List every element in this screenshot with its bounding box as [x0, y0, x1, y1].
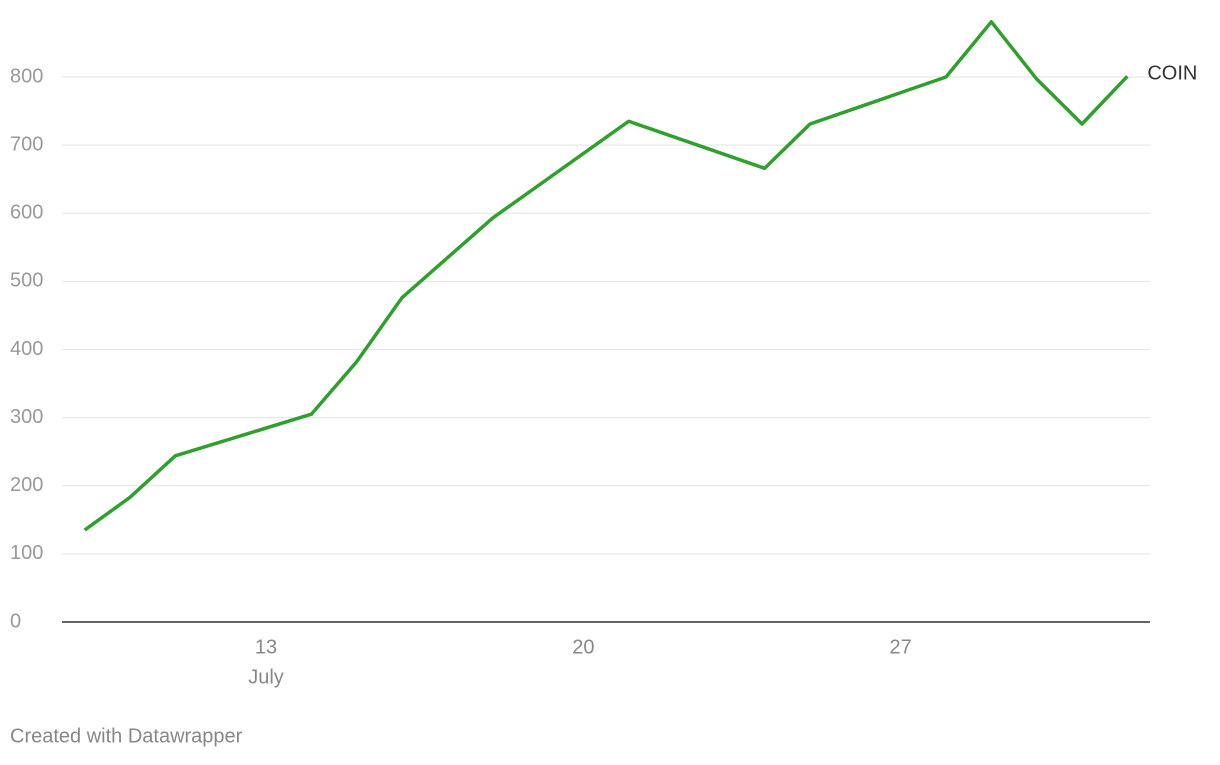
x-annotation: July: [248, 666, 284, 688]
y-tick-label: 100: [10, 542, 43, 564]
y-tick-label: 700: [10, 133, 43, 155]
x-tick-label: 20: [572, 636, 594, 658]
y-tick-label: 500: [10, 270, 43, 292]
y-tick-label: 600: [10, 202, 43, 224]
y-tick-label: 400: [10, 338, 43, 360]
x-tick-label: 13: [255, 636, 277, 658]
line: [83, 20, 1129, 532]
y-tick-label: 200: [10, 474, 43, 496]
x-tick-label: 27: [890, 636, 912, 658]
footer: Created with Datawrapper: [10, 725, 243, 747]
series-label: COIN: [1147, 63, 1197, 85]
y-tick-label: 300: [10, 406, 43, 428]
y-tick-label: 0: [10, 610, 21, 632]
y-tick-label: 800: [10, 65, 43, 87]
